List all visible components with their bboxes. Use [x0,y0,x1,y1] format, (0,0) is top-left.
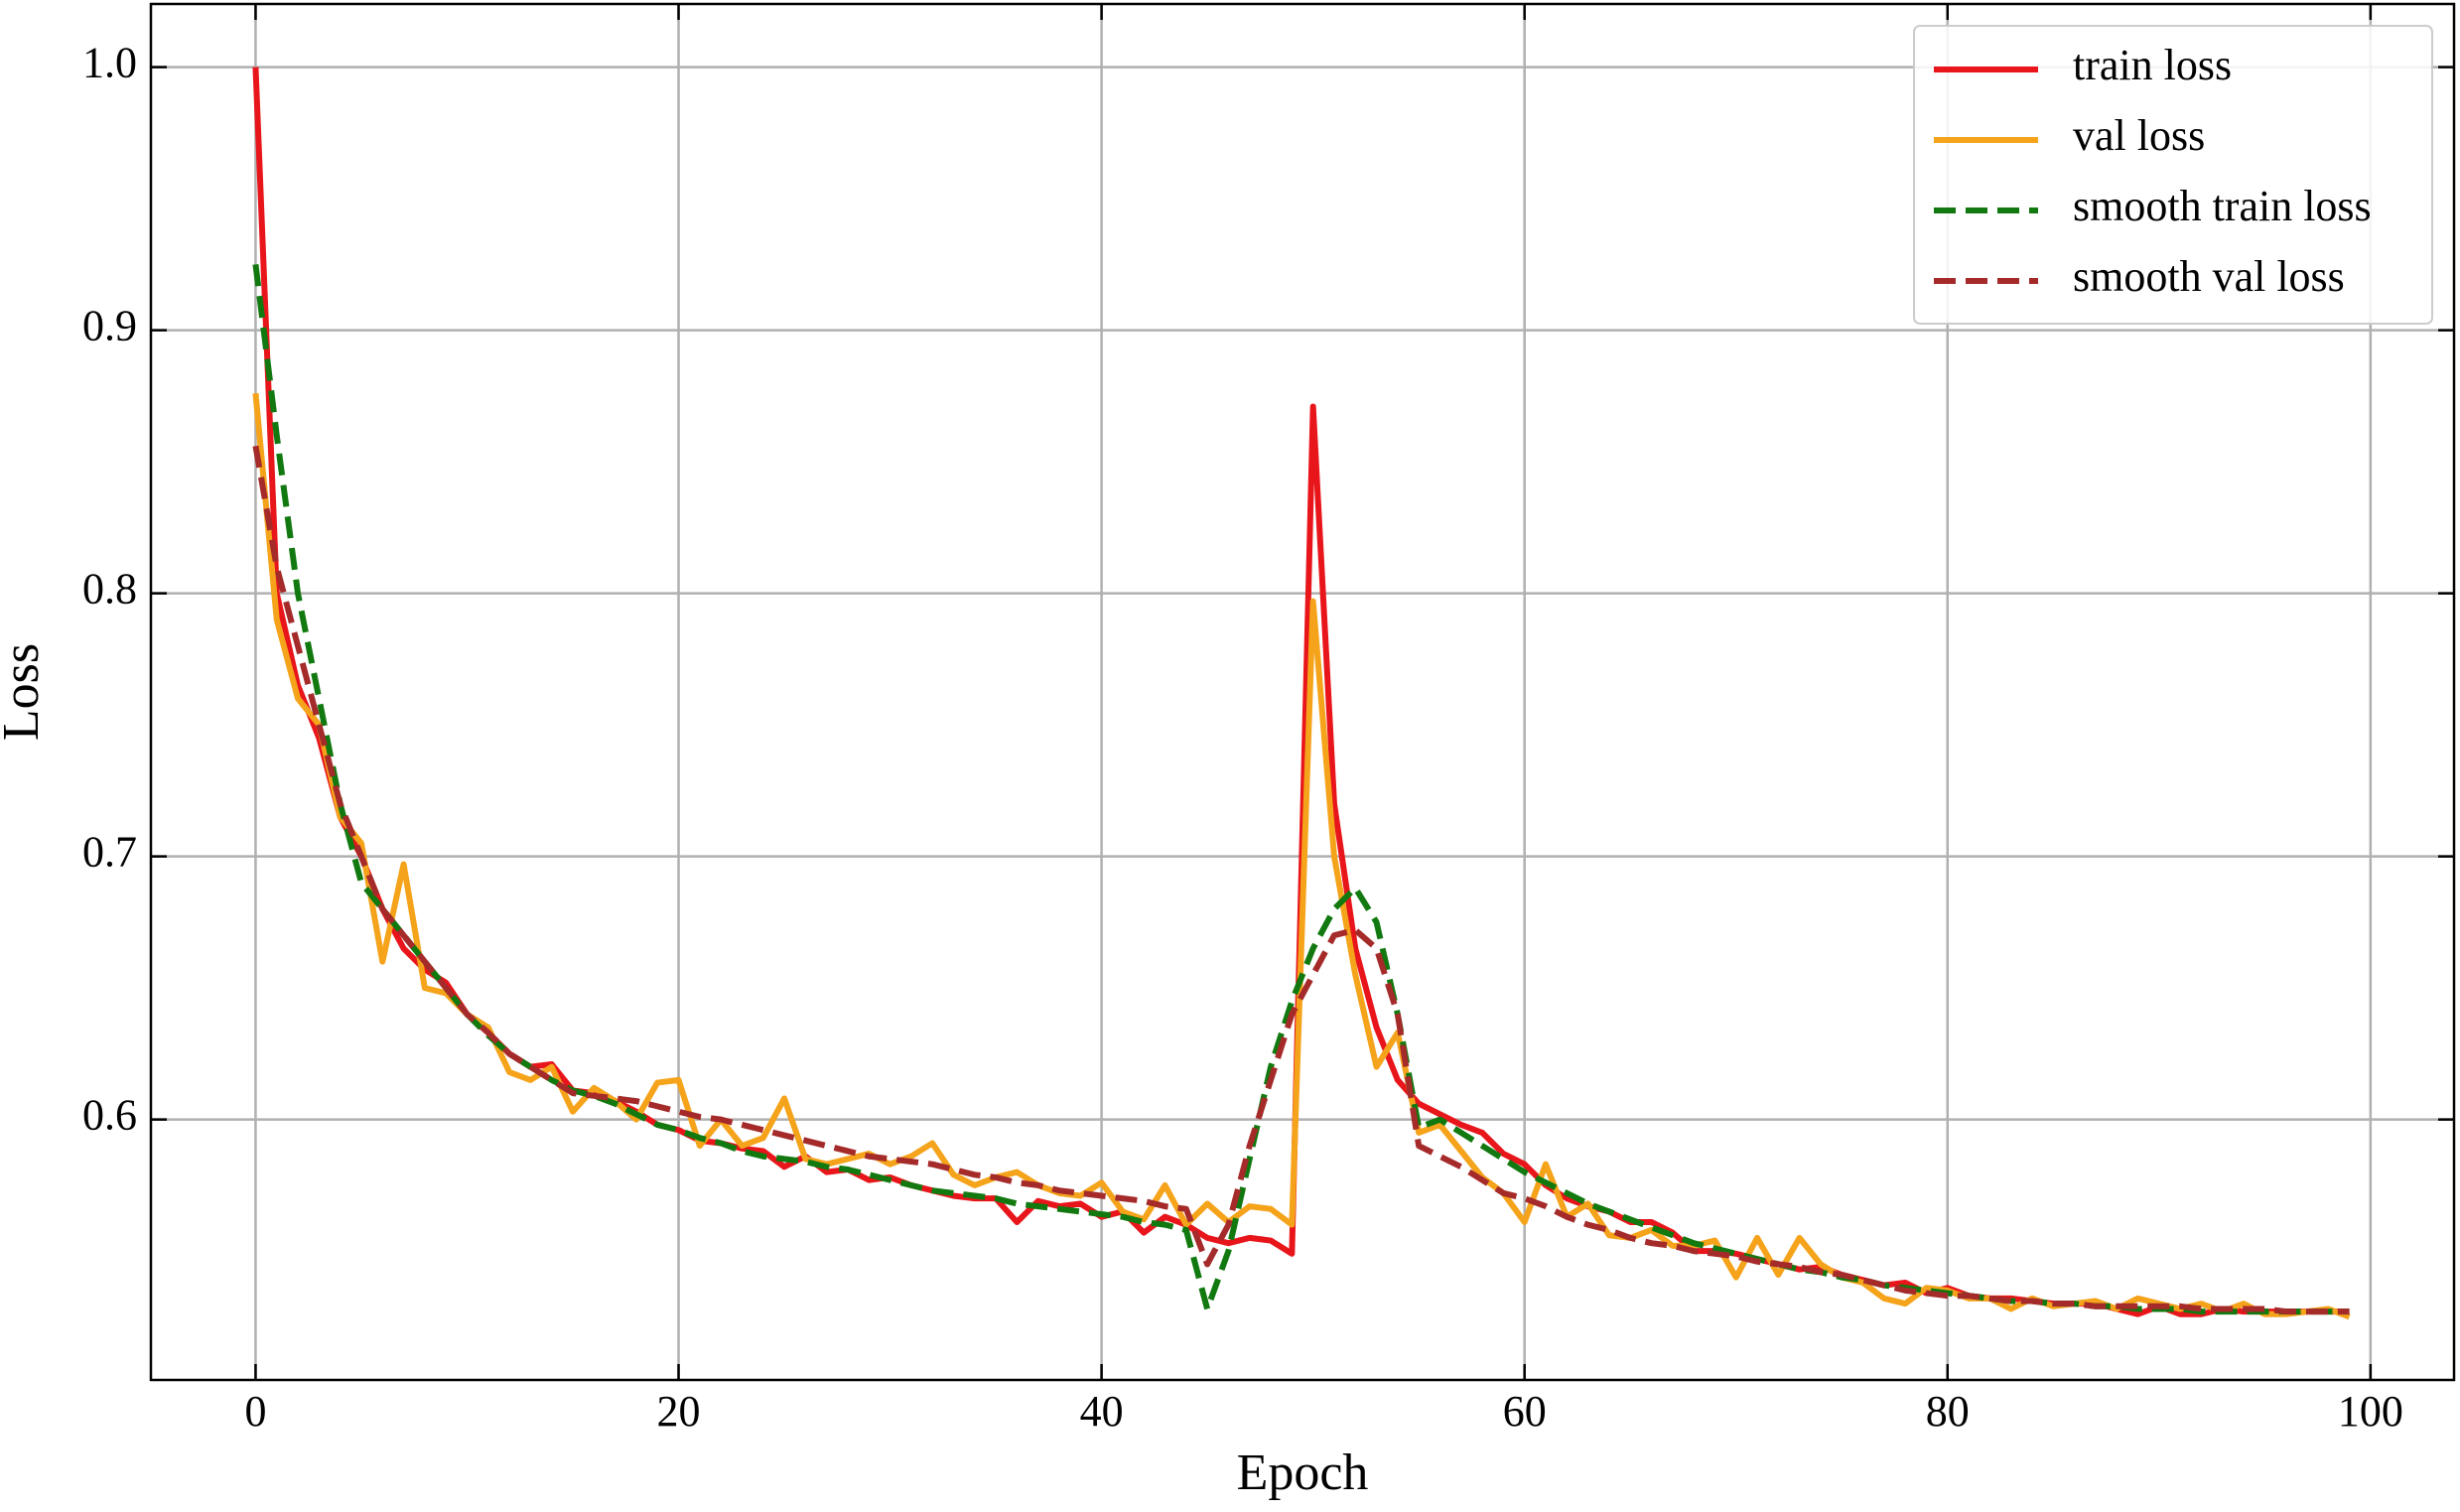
y-tick-label: 0.9 [82,302,137,350]
x-tick-label: 40 [1080,1387,1124,1436]
data-line [252,445,2350,1315]
y-tick-label: 0.6 [82,1091,137,1140]
x-tick-label: 0 [244,1387,266,1436]
legend-box [1913,25,2433,325]
x-tick-label: 80 [1926,1387,1970,1436]
data-line [252,392,2351,1320]
y-tick-label: 1.0 [82,39,137,87]
legend-label: val loss [2073,111,2205,160]
legend-label: train loss [2073,41,2232,89]
legend-label: smooth train loss [2073,182,2372,230]
plot-frame [149,2,2456,1382]
x-tick-label: 20 [657,1387,701,1436]
y-tick-label: 0.8 [82,565,137,614]
x-axis-label: Epoch [1237,1444,1369,1501]
y-axis-label: Loss [0,643,50,741]
legend-label: smooth val loss [2073,252,2345,301]
x-tick-label: 60 [1503,1387,1547,1436]
x-tick-label: 100 [2338,1387,2403,1436]
y-tick-label: 0.7 [82,828,137,877]
